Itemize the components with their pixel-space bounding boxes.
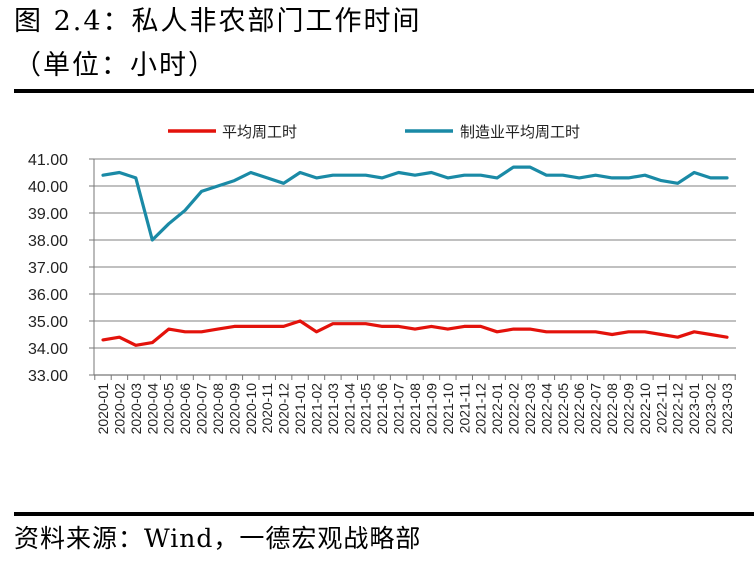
x-tick-label: 2022-12 (670, 383, 686, 435)
x-tick-label: 2020-06 (177, 383, 193, 435)
x-tick-label: 2021-05 (358, 383, 374, 435)
x-tick-label: 2020-01 (95, 383, 111, 435)
x-tick-label: 2020-05 (161, 383, 177, 435)
x-tick-label: 2021-06 (374, 383, 390, 435)
x-tick-label: 2022-04 (538, 383, 554, 435)
y-axis: 33.00 34.00 35.00 36.00 37.00 38.00 39.00 40.00… (28, 152, 95, 385)
x-tick-label: 2020-09 (226, 383, 242, 435)
series-manufacturing-weekly-hours (101, 165, 729, 242)
x-tick-label: 2021-12 (473, 383, 489, 435)
x-tick-label: 2021-07 (391, 383, 407, 435)
chart-title: 图 2.4：私人非农部门工作时间 (14, 6, 422, 37)
y-tick-label: 33.00 (28, 368, 68, 385)
x-tick-label: 2021-01 (292, 383, 308, 435)
x-tick-label: 2021-11 (456, 383, 472, 434)
chart-subtitle: （单位：小时） (14, 50, 217, 81)
x-tick-label: 2022-11 (653, 383, 669, 434)
y-tick-label: 41.00 (28, 152, 68, 169)
x-tick-label: 2023-01 (686, 383, 702, 435)
x-tick-label: 2021-10 (440, 383, 456, 435)
y-tick-label: 38.00 (28, 233, 68, 250)
y-tick-label: 39.00 (28, 206, 68, 223)
x-tick-label: 2022-07 (588, 383, 604, 435)
x-tick-label: 2020-10 (243, 383, 259, 435)
x-tick-label: 2023-03 (719, 383, 735, 435)
x-tick-label: 2021-04 (341, 383, 357, 435)
series-avg-weekly-hours (101, 319, 729, 347)
chart-gridlines (94, 158, 736, 349)
y-tick-label: 34.00 (28, 341, 68, 358)
top-divider (14, 89, 754, 93)
x-tick-label: 2022-10 (637, 383, 653, 435)
x-tick-label: 2021-09 (423, 383, 439, 435)
x-tick-label: 2020-04 (144, 383, 160, 435)
x-axis: 2020-01 2020-02 2020-03 2020-04 2020-05 2020-… (94, 374, 736, 435)
x-tick-label: 2022-01 (489, 383, 505, 435)
x-tick-label: 2022-08 (604, 383, 620, 435)
y-tick-label: 40.00 (28, 179, 68, 196)
chart-series (101, 165, 729, 347)
x-tick-label: 2020-11 (259, 383, 275, 434)
x-tick-label: 2020-12 (276, 383, 292, 435)
line-chart: 平均周工时 制造业平均周工时 33.0034.0035.0036.0037.003… (28, 123, 736, 435)
y-tick-label: 35.00 (28, 314, 68, 331)
legend-label: 平均周工时 (222, 123, 297, 141)
legend-label: 制造业平均周工时 (460, 123, 580, 141)
x-tick-label: 2020-02 (111, 383, 127, 435)
x-tick-label: 2022-05 (555, 383, 571, 435)
bottom-divider (14, 512, 754, 516)
y-tick-label: 36.00 (28, 287, 68, 304)
chart-legend: 平均周工时 制造业平均周工时 (168, 123, 580, 141)
source-note: 资料来源：Wind，一德宏观战略部 (14, 524, 422, 553)
x-tick-label: 2020-07 (194, 383, 210, 435)
x-tick-label: 2022-03 (522, 383, 538, 435)
x-tick-label: 2021-08 (407, 383, 423, 435)
x-tick-label: 2020-03 (128, 383, 144, 435)
x-tick-label: 2021-03 (325, 383, 341, 435)
y-tick-label: 37.00 (28, 260, 68, 277)
x-tick-label: 2022-09 (620, 383, 636, 435)
x-tick-label: 2022-02 (506, 383, 522, 435)
x-tick-label: 2023-02 (703, 383, 719, 435)
x-tick-label: 2020-08 (210, 383, 226, 435)
x-tick-label: 2021-02 (308, 383, 324, 435)
x-tick-label: 2022-06 (571, 383, 587, 435)
